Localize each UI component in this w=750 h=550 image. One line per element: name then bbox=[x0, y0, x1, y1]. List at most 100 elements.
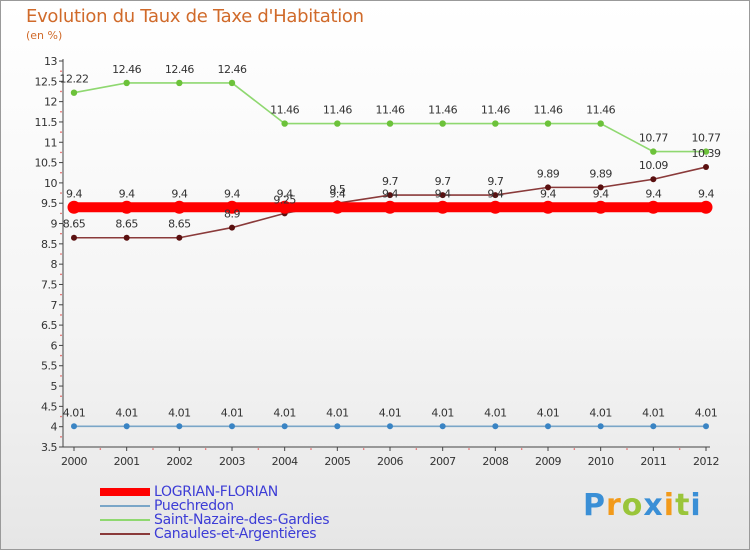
proxiti-logo: Proxiti bbox=[583, 488, 702, 523]
data-label: 11.46 bbox=[376, 104, 405, 117]
y-tick-label: 8.5 bbox=[41, 238, 57, 251]
logo-letter: r bbox=[606, 488, 622, 523]
y-minor-tick bbox=[60, 314, 62, 316]
data-label: 4.01 bbox=[589, 406, 612, 419]
data-label: 8.65 bbox=[115, 218, 138, 231]
data-point bbox=[492, 423, 499, 430]
data-label: 9.4 bbox=[540, 187, 556, 200]
y-minor-tick bbox=[60, 90, 62, 93]
y-minor-tick bbox=[60, 192, 62, 194]
y-minor-tick bbox=[60, 110, 62, 113]
data-label: 4.01 bbox=[537, 406, 560, 419]
data-label: 9.7 bbox=[487, 175, 503, 188]
x-tick-label: 2001 bbox=[114, 455, 140, 468]
data-point bbox=[650, 423, 657, 430]
data-point bbox=[176, 79, 183, 87]
data-point bbox=[281, 120, 288, 127]
x-tick-label: 2006 bbox=[377, 455, 403, 468]
y-tick-label: 10 bbox=[44, 177, 57, 190]
data-point bbox=[71, 423, 77, 430]
y-tick-label: 10.5 bbox=[35, 157, 58, 170]
data-point bbox=[172, 200, 186, 214]
data-point bbox=[439, 423, 446, 430]
series-line-2 bbox=[73, 82, 706, 153]
x-minor-tick bbox=[415, 448, 418, 450]
x-tick-label: 2004 bbox=[272, 455, 298, 468]
data-label: 9.4 bbox=[698, 187, 714, 200]
data-label: 4.01 bbox=[695, 406, 718, 419]
y-tick-label: 9 bbox=[51, 218, 58, 231]
logo-letter: o bbox=[621, 488, 644, 523]
y-minor-tick bbox=[60, 212, 62, 215]
y-tick-label: 5.5 bbox=[41, 360, 57, 373]
data-point bbox=[176, 423, 183, 430]
y-minor-tick bbox=[60, 293, 62, 296]
data-point bbox=[225, 200, 239, 214]
y-minor-tick bbox=[60, 253, 62, 255]
legend-label: Canaules-et-Argentières bbox=[154, 526, 317, 542]
data-label: 4.01 bbox=[642, 406, 665, 419]
legend-swatch bbox=[100, 505, 150, 507]
x-minor-tick bbox=[626, 448, 628, 450]
x-tick-label: 2009 bbox=[535, 455, 561, 468]
data-point bbox=[330, 200, 344, 214]
data-point bbox=[492, 120, 499, 127]
data-point bbox=[492, 192, 499, 199]
data-point bbox=[123, 79, 130, 87]
y-minor-tick bbox=[60, 232, 62, 235]
x-minor-tick bbox=[362, 448, 365, 450]
data-label: 10.77 bbox=[639, 132, 668, 145]
data-point bbox=[123, 234, 130, 241]
x-minor-tick bbox=[310, 448, 312, 450]
chart-title: Evolution du Taux de Taxe d'Habitation bbox=[26, 6, 364, 27]
data-point bbox=[650, 176, 657, 183]
y-tick-label: 7 bbox=[51, 299, 58, 312]
data-label: 10.77 bbox=[692, 132, 721, 145]
legend-label: Saint-Nazaire-des-Gardies bbox=[154, 512, 330, 528]
data-label: 9.25 bbox=[273, 193, 296, 206]
data-point bbox=[436, 200, 450, 214]
x-minor-tick bbox=[468, 448, 470, 450]
data-label: 9.4 bbox=[277, 187, 293, 200]
data-label: 12.46 bbox=[112, 63, 141, 76]
data-label: 4.01 bbox=[326, 406, 349, 419]
data-label: 8.65 bbox=[63, 218, 86, 231]
x-tick-label: 2011 bbox=[640, 455, 666, 468]
x-minor-tick bbox=[678, 448, 681, 450]
data-point bbox=[123, 423, 130, 430]
data-label: 9.4 bbox=[66, 187, 82, 200]
y-tick-label: 4 bbox=[51, 421, 58, 434]
chart-subtitle: (en %) bbox=[26, 29, 63, 42]
x-minor-tick bbox=[520, 448, 523, 450]
data-point bbox=[386, 120, 394, 127]
data-point bbox=[176, 234, 183, 241]
logo-letter: x bbox=[643, 488, 664, 523]
data-label: 8.9 bbox=[224, 208, 240, 221]
y-minor-tick bbox=[60, 436, 62, 438]
legend-item: Saint-Nazaire-des-Gardies bbox=[100, 512, 400, 528]
x-tick-label: 2007 bbox=[430, 455, 456, 468]
data-point bbox=[650, 148, 657, 155]
data-label: 8.65 bbox=[168, 218, 191, 231]
data-label: 12.46 bbox=[165, 63, 194, 76]
data-point bbox=[597, 120, 604, 127]
data-label: 9.4 bbox=[171, 187, 187, 200]
data-point bbox=[646, 200, 660, 214]
data-label: 10.39 bbox=[692, 147, 721, 160]
y-tick-label: 6 bbox=[51, 339, 58, 352]
data-label: 9.4 bbox=[119, 187, 135, 200]
data-point bbox=[702, 148, 710, 155]
data-point bbox=[597, 423, 604, 430]
data-label: 11.46 bbox=[586, 104, 615, 117]
data-label: 11.46 bbox=[323, 104, 352, 117]
data-point bbox=[71, 234, 77, 241]
x-tick-label: 2010 bbox=[588, 455, 614, 468]
data-point bbox=[70, 89, 78, 96]
x-minor-tick bbox=[99, 448, 102, 450]
data-point bbox=[67, 200, 81, 214]
data-point bbox=[597, 184, 604, 191]
x-minor-tick bbox=[257, 448, 260, 450]
data-label: 4.01 bbox=[431, 406, 454, 419]
logo-letter: i bbox=[690, 488, 702, 523]
data-label: 9.4 bbox=[435, 187, 451, 200]
